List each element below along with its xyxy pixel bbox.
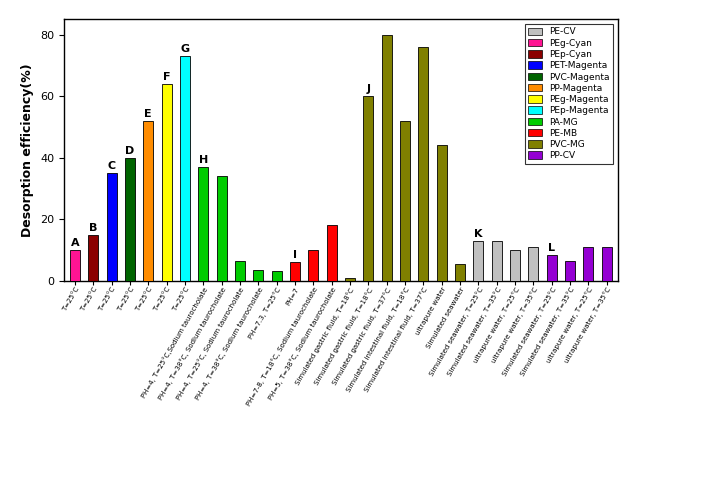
Bar xyxy=(584,247,594,281)
Text: C: C xyxy=(107,161,116,171)
Bar xyxy=(345,278,355,281)
Bar xyxy=(381,35,392,281)
Bar xyxy=(418,47,428,281)
Bar xyxy=(308,250,318,281)
Bar xyxy=(253,270,263,281)
Text: K: K xyxy=(474,229,483,239)
Bar xyxy=(528,247,538,281)
Bar xyxy=(601,247,612,281)
Bar xyxy=(364,96,373,281)
Text: D: D xyxy=(125,146,134,156)
Bar xyxy=(455,264,465,281)
Text: I: I xyxy=(293,250,297,260)
Bar xyxy=(88,235,98,281)
Legend: PE-CV, PEg-Cyan, PEp-Cyan, PET-Magenta, PVC-Magenta, PP-Magenta, PEg-Magenta, PE: PE-CV, PEg-Cyan, PEp-Cyan, PET-Magenta, … xyxy=(525,24,613,164)
Bar xyxy=(271,272,282,281)
Bar xyxy=(106,173,116,281)
Text: J: J xyxy=(366,84,371,94)
Bar xyxy=(180,56,190,281)
Bar xyxy=(143,121,153,281)
Bar xyxy=(290,262,300,281)
Bar xyxy=(400,121,410,281)
Bar xyxy=(327,226,337,281)
Text: L: L xyxy=(548,243,555,253)
Text: B: B xyxy=(89,223,97,233)
Text: G: G xyxy=(180,45,190,54)
Bar xyxy=(474,241,484,281)
Bar xyxy=(217,176,226,281)
Text: F: F xyxy=(163,72,170,82)
Bar xyxy=(162,84,172,281)
Y-axis label: Desorption efficiency(%): Desorption efficiency(%) xyxy=(21,63,35,237)
Bar xyxy=(235,261,245,281)
Bar xyxy=(510,250,520,281)
Bar xyxy=(198,167,208,281)
Text: E: E xyxy=(144,109,152,119)
Bar xyxy=(547,255,557,281)
Bar xyxy=(437,145,447,281)
Bar xyxy=(125,158,135,281)
Text: H: H xyxy=(199,155,208,165)
Bar xyxy=(491,241,502,281)
Bar xyxy=(565,261,575,281)
Text: A: A xyxy=(70,238,80,248)
Bar xyxy=(70,250,80,281)
